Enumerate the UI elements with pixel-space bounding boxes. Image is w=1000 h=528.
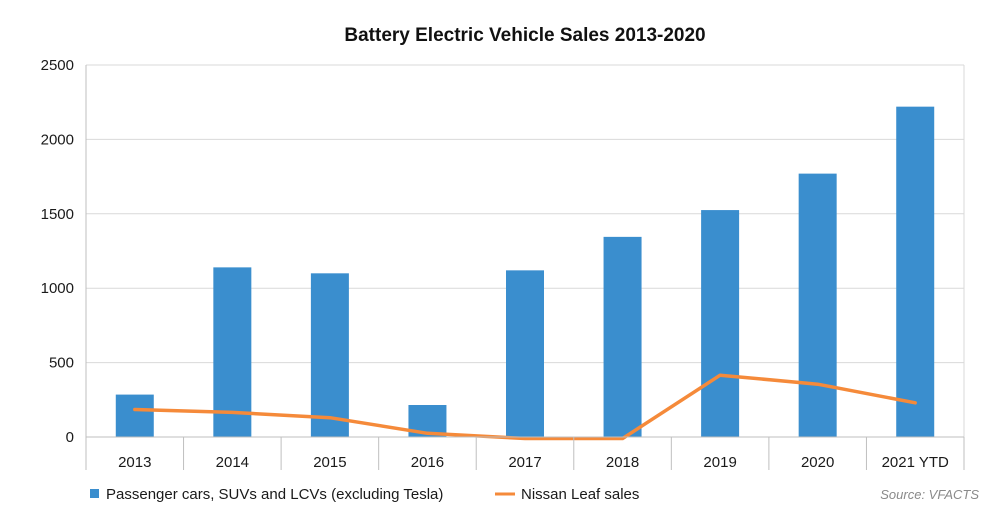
bar bbox=[603, 236, 642, 437]
x-tick-label: 2021 YTD bbox=[882, 454, 949, 471]
y-tick-label: 2500 bbox=[41, 57, 74, 74]
bar bbox=[896, 106, 935, 437]
bar bbox=[701, 210, 740, 437]
bar-series bbox=[115, 106, 935, 437]
x-tick-label: 2016 bbox=[411, 454, 444, 471]
y-axis-ticks: 0 500 1000 1500 2000 2500 bbox=[41, 57, 74, 446]
x-tick-label: 2014 bbox=[216, 454, 249, 471]
y-tick-label: 1000 bbox=[41, 280, 74, 297]
x-tick-label: 2017 bbox=[508, 454, 541, 471]
x-tick-label: 2018 bbox=[606, 454, 639, 471]
x-tick-label: 2015 bbox=[313, 454, 346, 471]
y-tick-label: 500 bbox=[49, 355, 74, 372]
y-tick-label: 2000 bbox=[41, 131, 74, 148]
legend: Passenger cars, SUVs and LCVs (excluding… bbox=[90, 486, 639, 503]
chart-title: Battery Electric Vehicle Sales 2013-2020 bbox=[344, 25, 705, 46]
bar bbox=[506, 270, 544, 437]
source-note: Source: VFACTS bbox=[880, 487, 979, 502]
x-axis: 2013 2014 2015 2016 2017 2018 2019 2020 2021 YTD bbox=[85, 436, 965, 471]
y-tick-label: 1500 bbox=[41, 206, 74, 223]
line-series bbox=[133, 373, 917, 441]
y-tick-label: 0 bbox=[66, 429, 74, 446]
x-tick-label: 2013 bbox=[118, 454, 151, 471]
bar bbox=[213, 267, 252, 437]
legend-label-bar: Passenger cars, SUVs and LCVs (excluding… bbox=[106, 486, 443, 503]
legend-swatch-bar bbox=[90, 489, 99, 498]
x-tick-label: 2019 bbox=[703, 454, 736, 471]
x-tick-label: 2020 bbox=[801, 454, 834, 471]
bar bbox=[310, 273, 349, 437]
bar bbox=[115, 394, 154, 437]
bar bbox=[798, 173, 837, 437]
legend-label-line: Nissan Leaf sales bbox=[521, 486, 639, 503]
